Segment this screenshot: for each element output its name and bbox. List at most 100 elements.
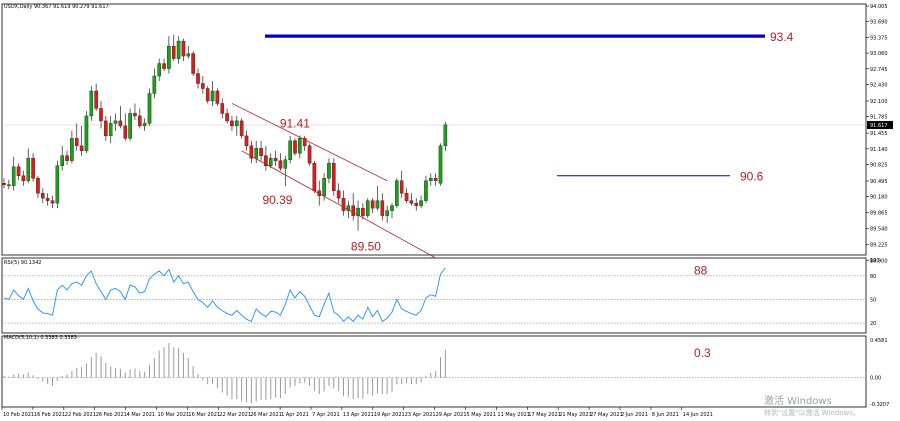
- price-axis: 94.005 93.690 93.375 93.060 92.745 92.430 92.1…: [2, 4, 893, 264]
- candle-body-74: [361, 207, 365, 216]
- candle-body-68: [332, 163, 336, 191]
- chart-frame: [1, 3, 867, 408]
- candle-body-13: [65, 155, 69, 161]
- channel-lower-line: [241, 150, 436, 259]
- rsi-annotation: 88: [694, 263, 708, 277]
- candle-body-64: [312, 163, 317, 191]
- candle-body-60: [293, 140, 297, 154]
- annotation-label-1: 90.39: [262, 193, 292, 207]
- candle-body-23: [113, 120, 118, 124]
- candle-body-5: [26, 158, 31, 181]
- candle-body-62: [302, 138, 307, 147]
- candle-body-88: [429, 178, 433, 181]
- price-tick-label: 93.375: [870, 35, 888, 41]
- time-tick-label: 21 May 2021: [559, 412, 592, 418]
- candle-body-30: [147, 93, 152, 124]
- candle-body-61: [298, 138, 302, 154]
- candle-body-58: [283, 159, 288, 169]
- candle-body-24: [118, 120, 123, 127]
- price-panel[interactable]: 93.4 90.6 91.41 90.39 89.50: [2, 30, 794, 259]
- candle-body-29: [142, 123, 147, 127]
- level-label-90-6: 90.6: [740, 170, 764, 184]
- price-tick-label: 92.100: [870, 99, 888, 105]
- candle-body-33: [162, 63, 166, 69]
- candle-body-31: [152, 75, 157, 94]
- candle-body-15: [74, 138, 79, 147]
- candle-body-70: [341, 197, 346, 211]
- time-tick-label: 14 Jun 2021: [683, 412, 713, 418]
- price-tick-label: 89.540: [870, 227, 888, 233]
- price-tick-label: 92.745: [870, 67, 888, 73]
- candle-body-86: [419, 200, 423, 206]
- candle-body-32: [157, 63, 162, 77]
- rsi-tick-label: 80: [870, 274, 876, 280]
- current-price-label: 91.617: [870, 123, 888, 129]
- panel-border-2: [1, 335, 867, 408]
- price-tick-label: 91.455: [870, 131, 888, 137]
- candle-body-4: [21, 175, 26, 181]
- candle-body-85: [414, 202, 419, 206]
- time-tick-label: 16 Feb 2021: [34, 412, 65, 418]
- candle-body-53: [259, 148, 263, 156]
- rsi-line: [3, 267, 446, 323]
- candle-body-89: [433, 178, 438, 181]
- candle-body-59: [288, 140, 292, 160]
- time-tick-label: 10 Feb 2021: [3, 412, 34, 418]
- time-tick-label: 4 Mar 2021: [127, 412, 156, 418]
- panel-border-0: [1, 3, 867, 256]
- candle-body-69: [336, 190, 341, 199]
- time-tick-label: 11 May 2021: [497, 412, 530, 418]
- candle-body-51: [249, 145, 254, 159]
- candle-body-6: [31, 158, 35, 179]
- candle-body-20: [99, 108, 103, 122]
- candle-body-79: [385, 210, 389, 216]
- time-tick-label: 22 Mar 2021: [219, 412, 251, 418]
- price-tick-label: 89.865: [870, 210, 888, 216]
- rsi-panel[interactable]: 100 80 50 20 88: [2, 258, 880, 327]
- price-tick-label: 91.140: [870, 147, 888, 153]
- candle-body-16: [79, 145, 84, 152]
- candle-body-41: [201, 83, 205, 89]
- candle-body-18: [89, 90, 94, 117]
- candle-body-72: [351, 205, 356, 216]
- candle-body-39: [191, 53, 195, 74]
- panel-border-1: [1, 257, 867, 334]
- price-tick-label: 90.180: [870, 195, 888, 201]
- price-tick-label: 89.225: [870, 242, 888, 248]
- candle-body-71: [346, 205, 351, 211]
- candle-body-81: [395, 180, 399, 206]
- watermark-activate: 激活 Windows: [764, 394, 832, 407]
- candle-body-19: [94, 90, 98, 109]
- annotation-label-2: 89.50: [351, 240, 381, 254]
- price-tick-label: 91.785: [870, 115, 888, 121]
- candle-body-54: [264, 155, 268, 166]
- channel-upper-line: [231, 103, 388, 182]
- rsi-header: RSI(5) 90.1342: [4, 260, 41, 266]
- candle-body-55: [268, 158, 273, 166]
- candle-body-28: [137, 115, 142, 127]
- price-tick-label: 90.825: [870, 163, 888, 169]
- candle-body-82: [399, 180, 404, 194]
- candle-body-42: [205, 88, 210, 102]
- candle-body-17: [84, 115, 89, 152]
- candle-body-83: [404, 192, 409, 201]
- candle-body-22: [108, 123, 113, 137]
- candle-body-26: [128, 113, 132, 139]
- candle-body-48: [234, 120, 239, 127]
- time-tick-label: 7 Apr 2021: [312, 412, 340, 418]
- time-axis: 10 Feb 2021 16 Feb 2021 22 Feb 2021 26 Feb …: [1, 407, 713, 418]
- price-tick-label: 93.690: [870, 20, 888, 26]
- macd-annotation: 0.3: [694, 346, 711, 360]
- time-tick-label: 29 Apr 2021: [436, 412, 467, 418]
- candle-body-38: [186, 53, 191, 57]
- price-tick-label: 94.005: [870, 4, 888, 10]
- macd-panel[interactable]: 0.4581 0.00 -0.3207 0.3: [2, 338, 889, 408]
- candle-body-25: [123, 125, 128, 139]
- candle-body-73: [356, 207, 360, 216]
- candle-body-7: [36, 178, 40, 194]
- macd-tick-label: 0.4581: [870, 338, 888, 344]
- candle-body-75: [365, 200, 370, 216]
- current-price-marker: [867, 121, 893, 130]
- candle-body-67: [327, 163, 331, 179]
